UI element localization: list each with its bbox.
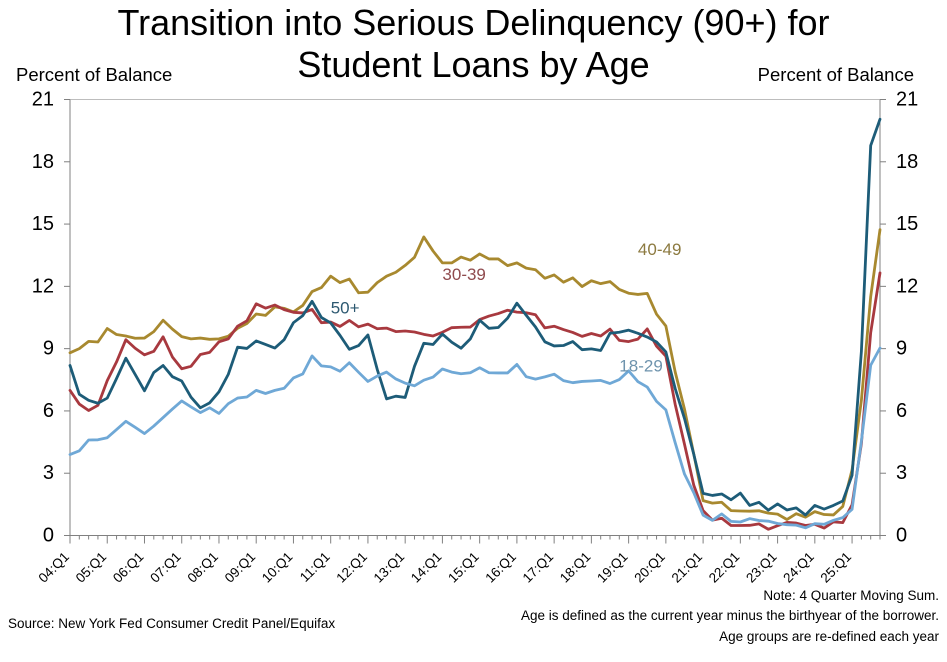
svg-text:13:Q1: 13:Q1 bbox=[371, 549, 408, 586]
svg-text:0: 0 bbox=[896, 525, 907, 547]
svg-text:0: 0 bbox=[43, 525, 54, 547]
svg-text:3: 3 bbox=[896, 462, 907, 484]
svg-text:04:Q1: 04:Q1 bbox=[36, 549, 73, 586]
svg-text:18-29: 18-29 bbox=[619, 356, 662, 375]
svg-text:18: 18 bbox=[896, 151, 918, 173]
svg-text:18:Q1: 18:Q1 bbox=[557, 549, 594, 586]
svg-text:09:Q1: 09:Q1 bbox=[222, 549, 259, 586]
svg-text:24:Q1: 24:Q1 bbox=[780, 549, 817, 586]
svg-text:21:Q1: 21:Q1 bbox=[669, 549, 706, 586]
svg-text:12:Q1: 12:Q1 bbox=[333, 549, 370, 586]
svg-text:11:Q1: 11:Q1 bbox=[297, 549, 333, 585]
svg-text:6: 6 bbox=[43, 400, 54, 422]
svg-text:08:Q1: 08:Q1 bbox=[184, 549, 221, 586]
svg-text:10:Q1: 10:Q1 bbox=[259, 549, 296, 586]
svg-text:22:Q1: 22:Q1 bbox=[706, 549, 743, 586]
svg-text:40-49: 40-49 bbox=[638, 240, 681, 259]
svg-text:50+: 50+ bbox=[331, 298, 360, 317]
svg-text:23:Q1: 23:Q1 bbox=[743, 549, 780, 586]
svg-text:20:Q1: 20:Q1 bbox=[631, 549, 668, 586]
svg-text:15: 15 bbox=[32, 213, 54, 235]
svg-text:21: 21 bbox=[896, 89, 918, 111]
svg-text:9: 9 bbox=[896, 338, 907, 360]
svg-text:18: 18 bbox=[32, 151, 54, 173]
svg-text:25:Q1: 25:Q1 bbox=[818, 549, 855, 586]
svg-text:07:Q1: 07:Q1 bbox=[147, 549, 184, 586]
svg-text:6: 6 bbox=[896, 400, 907, 422]
svg-text:06:Q1: 06:Q1 bbox=[110, 549, 147, 586]
svg-text:16:Q1: 16:Q1 bbox=[482, 549, 519, 586]
svg-text:30-39: 30-39 bbox=[442, 265, 485, 284]
svg-text:12: 12 bbox=[32, 275, 54, 297]
svg-text:14:Q1: 14:Q1 bbox=[408, 549, 445, 586]
svg-text:21: 21 bbox=[32, 89, 54, 111]
svg-text:05:Q1: 05:Q1 bbox=[73, 549, 110, 586]
svg-text:17:Q1: 17:Q1 bbox=[520, 549, 557, 586]
svg-text:12: 12 bbox=[896, 275, 918, 297]
svg-text:19:Q1: 19:Q1 bbox=[594, 549, 631, 586]
svg-text:3: 3 bbox=[43, 462, 54, 484]
svg-text:9: 9 bbox=[43, 338, 54, 360]
svg-text:15: 15 bbox=[896, 213, 918, 235]
svg-text:15:Q1: 15:Q1 bbox=[445, 549, 482, 586]
